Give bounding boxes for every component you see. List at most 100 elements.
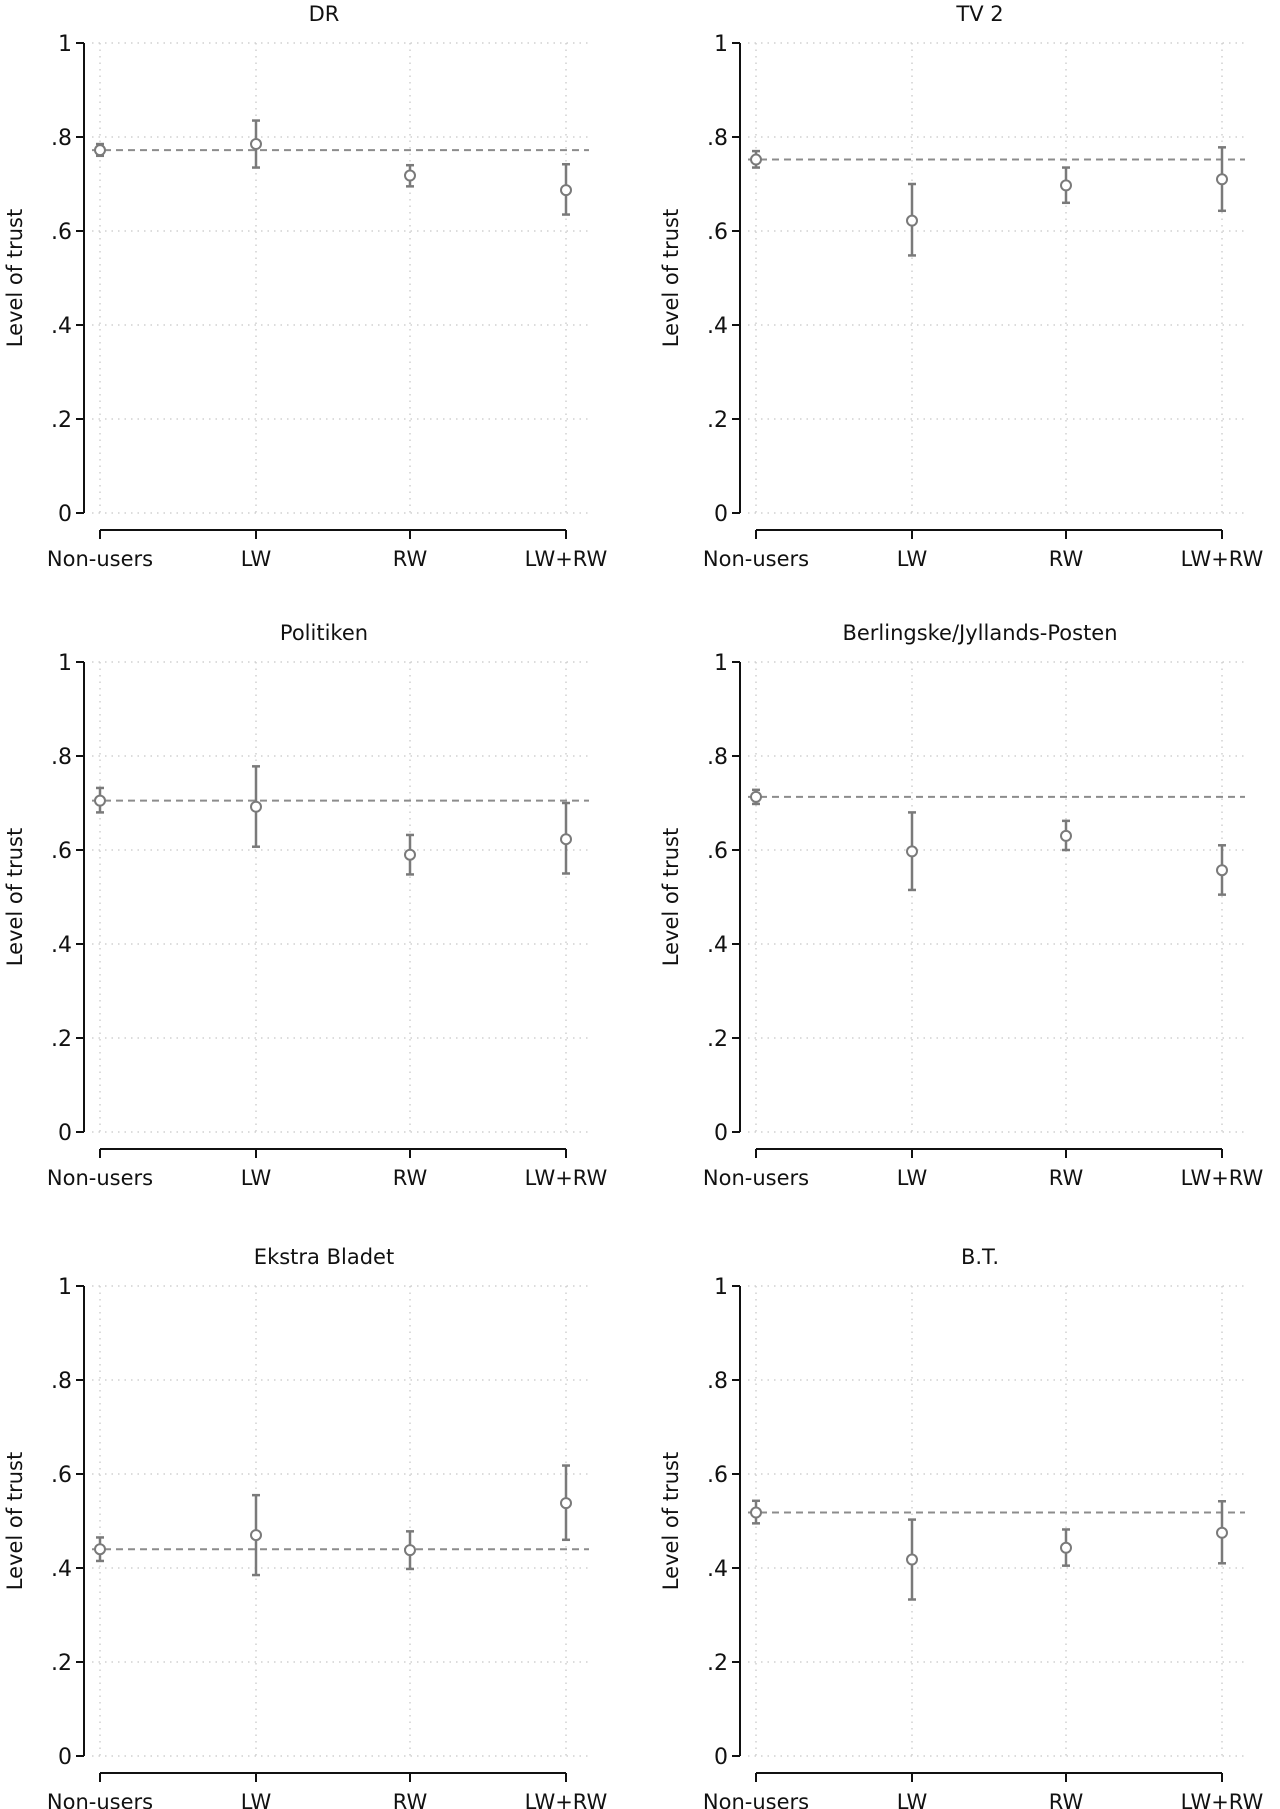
y-tick-label: 1 bbox=[58, 1275, 72, 1300]
x-tick-label: LW bbox=[241, 547, 272, 571]
data-point bbox=[1060, 179, 1072, 192]
y-tick-label: .2 bbox=[707, 1651, 728, 1676]
data-point bbox=[560, 833, 572, 846]
x-tick-label: LW bbox=[241, 1790, 272, 1809]
y-tick-label: 0 bbox=[714, 1121, 728, 1146]
chart-panel-3: Berlingske/Jyllands-Posten Level of trust… bbox=[659, 621, 1264, 1190]
x-tick-label: LW+RW bbox=[525, 547, 608, 571]
y-tick-label: .6 bbox=[707, 1463, 728, 1488]
y-tick-label: .4 bbox=[707, 314, 728, 339]
data-point bbox=[1060, 1541, 1072, 1554]
y-axis-label: Level of trust bbox=[3, 1452, 27, 1590]
x-tick-label: LW bbox=[897, 1166, 928, 1190]
data-point bbox=[94, 794, 106, 807]
chart-title: TV 2 bbox=[955, 2, 1003, 26]
data-point bbox=[1216, 864, 1228, 877]
y-axis-label: Level of trust bbox=[3, 209, 27, 347]
y-tick-label: 0 bbox=[714, 1745, 728, 1770]
y-tick-label: .8 bbox=[51, 126, 72, 151]
data-point bbox=[750, 790, 762, 803]
data-point bbox=[750, 153, 762, 166]
data-point bbox=[560, 1497, 572, 1510]
y-tick-label: .6 bbox=[707, 220, 728, 245]
y-axis-label: Level of trust bbox=[659, 209, 683, 347]
x-tick-label: RW bbox=[393, 547, 428, 571]
y-axis-label: Level of trust bbox=[659, 1452, 683, 1590]
x-tick-label: RW bbox=[393, 1790, 428, 1809]
data-point bbox=[906, 845, 918, 858]
x-tick-label: Non-users bbox=[703, 1166, 809, 1190]
y-tick-label: .2 bbox=[707, 408, 728, 433]
data-point bbox=[250, 138, 262, 151]
y-tick-label: .4 bbox=[51, 933, 72, 958]
y-tick-label: 1 bbox=[714, 651, 728, 676]
chart-title: Berlingske/Jyllands-Posten bbox=[842, 621, 1117, 645]
x-tick-label: Non-users bbox=[47, 547, 153, 571]
data-point bbox=[404, 169, 416, 182]
y-axis-label: Level of trust bbox=[659, 828, 683, 966]
x-tick-label: LW+RW bbox=[525, 1166, 608, 1190]
y-tick-label: .8 bbox=[51, 1369, 72, 1394]
y-tick-label: .2 bbox=[707, 1027, 728, 1052]
x-tick-label: LW+RW bbox=[525, 1790, 608, 1809]
x-tick-label: Non-users bbox=[47, 1166, 153, 1190]
y-tick-label: .8 bbox=[707, 126, 728, 151]
y-tick-label: .2 bbox=[51, 1651, 72, 1676]
chart-panel-1: TV 2 Level of trust 0 .2 .4 .6 .8 1 Non-users LW R… bbox=[659, 2, 1264, 571]
data-point bbox=[404, 1544, 416, 1557]
y-tick-label: .8 bbox=[51, 745, 72, 770]
x-tick-label: RW bbox=[1049, 1790, 1084, 1809]
y-tick-label: .6 bbox=[51, 220, 72, 245]
x-tick-label: LW bbox=[897, 1790, 928, 1809]
y-tick-label: .6 bbox=[51, 839, 72, 864]
y-axis-label: Level of trust bbox=[3, 828, 27, 966]
y-tick-label: .8 bbox=[707, 745, 728, 770]
data-point bbox=[560, 184, 572, 197]
y-tick-label: .4 bbox=[707, 933, 728, 958]
y-tick-label: .2 bbox=[51, 1027, 72, 1052]
y-tick-label: 0 bbox=[58, 1121, 72, 1146]
data-point bbox=[1216, 173, 1228, 186]
chart-title: B.T. bbox=[961, 1245, 999, 1269]
x-tick-label: Non-users bbox=[47, 1790, 153, 1809]
y-tick-label: 1 bbox=[58, 32, 72, 57]
x-tick-label: LW+RW bbox=[1181, 1790, 1264, 1809]
y-tick-label: .6 bbox=[707, 839, 728, 864]
data-point bbox=[94, 144, 106, 157]
data-point bbox=[1216, 1526, 1228, 1539]
data-point bbox=[906, 1553, 918, 1566]
x-tick-label: LW+RW bbox=[1181, 547, 1264, 571]
y-tick-label: .6 bbox=[51, 1463, 72, 1488]
y-tick-label: .4 bbox=[707, 1557, 728, 1582]
y-tick-label: .4 bbox=[51, 1557, 72, 1582]
data-point bbox=[750, 1506, 762, 1519]
data-point bbox=[250, 1529, 262, 1542]
chart-title: Politiken bbox=[280, 621, 368, 645]
chart-panel-2: Politiken Level of trust 0 .2 .4 .6 .8 1 Non-use… bbox=[3, 621, 608, 1190]
x-tick-label: Non-users bbox=[703, 547, 809, 571]
data-point bbox=[404, 848, 416, 861]
x-tick-label: RW bbox=[1049, 1166, 1084, 1190]
x-tick-label: LW+RW bbox=[1181, 1166, 1264, 1190]
x-tick-label: RW bbox=[1049, 547, 1084, 571]
data-point bbox=[250, 800, 262, 813]
y-tick-label: .2 bbox=[51, 408, 72, 433]
chart-panel-5: B.T. Level of trust 0 .2 .4 .6 .8 1 Non-users LW R… bbox=[659, 1245, 1264, 1809]
y-tick-label: .4 bbox=[51, 314, 72, 339]
chart-panel-0: DR Level of trust 0 .2 .4 .6 .8 1 Non-users LW RW L… bbox=[3, 2, 608, 571]
x-tick-label: Non-users bbox=[703, 1790, 809, 1809]
data-point bbox=[1060, 829, 1072, 842]
x-tick-label: LW bbox=[897, 547, 928, 571]
chart-title: Ekstra Bladet bbox=[254, 1245, 394, 1269]
y-tick-label: .8 bbox=[707, 1369, 728, 1394]
y-tick-label: 0 bbox=[714, 502, 728, 527]
y-tick-label: 1 bbox=[714, 1275, 728, 1300]
x-tick-label: LW bbox=[241, 1166, 272, 1190]
y-tick-label: 1 bbox=[714, 32, 728, 57]
y-tick-label: 0 bbox=[58, 502, 72, 527]
data-point bbox=[906, 214, 918, 227]
x-tick-label: RW bbox=[393, 1166, 428, 1190]
y-tick-label: 1 bbox=[58, 651, 72, 676]
chart-title: DR bbox=[309, 2, 340, 26]
